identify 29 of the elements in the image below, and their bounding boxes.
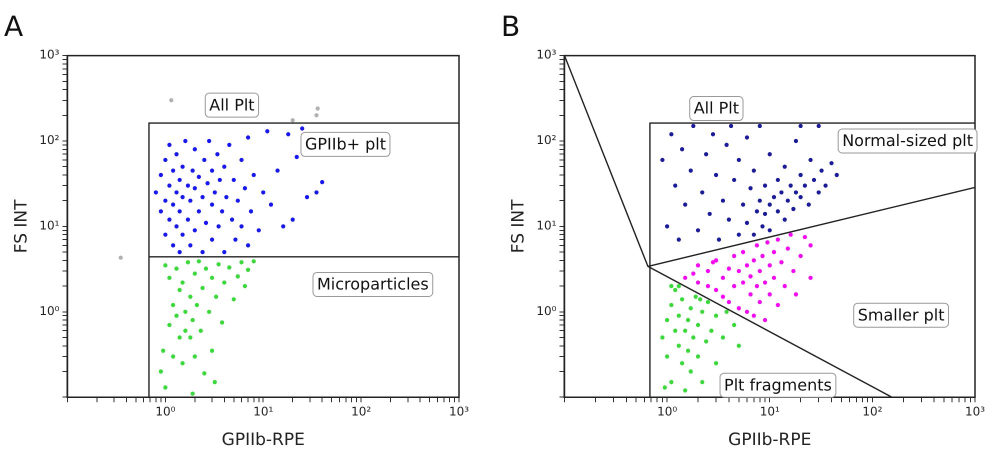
x-tick-label: 10² <box>862 404 883 419</box>
x-tick-label: 10³ <box>448 404 470 419</box>
y-tick-label: 10⁰ <box>39 304 60 318</box>
y-tick-label: 10³ <box>39 48 60 62</box>
x-axis-title: GPIIb-RPE <box>222 430 305 450</box>
y-tick-label: 10¹ <box>39 218 60 233</box>
x-tick-label: 10³ <box>964 404 986 419</box>
y-tick-label: 10² <box>39 133 60 148</box>
x-tick-label: 10⁰ <box>155 404 176 419</box>
x-tick-label: 10¹ <box>760 404 780 419</box>
x-tick-label: 10⁰ <box>657 404 678 419</box>
y-axis-title: FS INT <box>508 198 529 254</box>
y-tick-label: 10¹ <box>536 218 557 233</box>
annotation: Normal-sized plt <box>842 131 974 150</box>
annotation: All Plt <box>209 95 255 114</box>
y-tick-label: 10⁰ <box>536 304 557 318</box>
x-tick-label: 10¹ <box>253 404 274 419</box>
x-tick-label: 10² <box>351 404 372 419</box>
x-axis-title: GPIIb-RPE <box>728 430 812 450</box>
annotation: Smaller plt <box>858 305 945 324</box>
y-tick-label: 10³ <box>536 48 557 62</box>
annotation: GPIIb+ plt <box>304 134 386 154</box>
annotation: Microparticles <box>316 274 429 294</box>
y-axis-title: FS INT <box>12 198 32 254</box>
chart-title: B <box>501 10 520 44</box>
annotation: Plt fragments <box>724 375 832 394</box>
y-tick-label: 10² <box>536 133 557 148</box>
chart-title: A <box>4 10 24 44</box>
annotation: All Plt <box>694 98 740 118</box>
